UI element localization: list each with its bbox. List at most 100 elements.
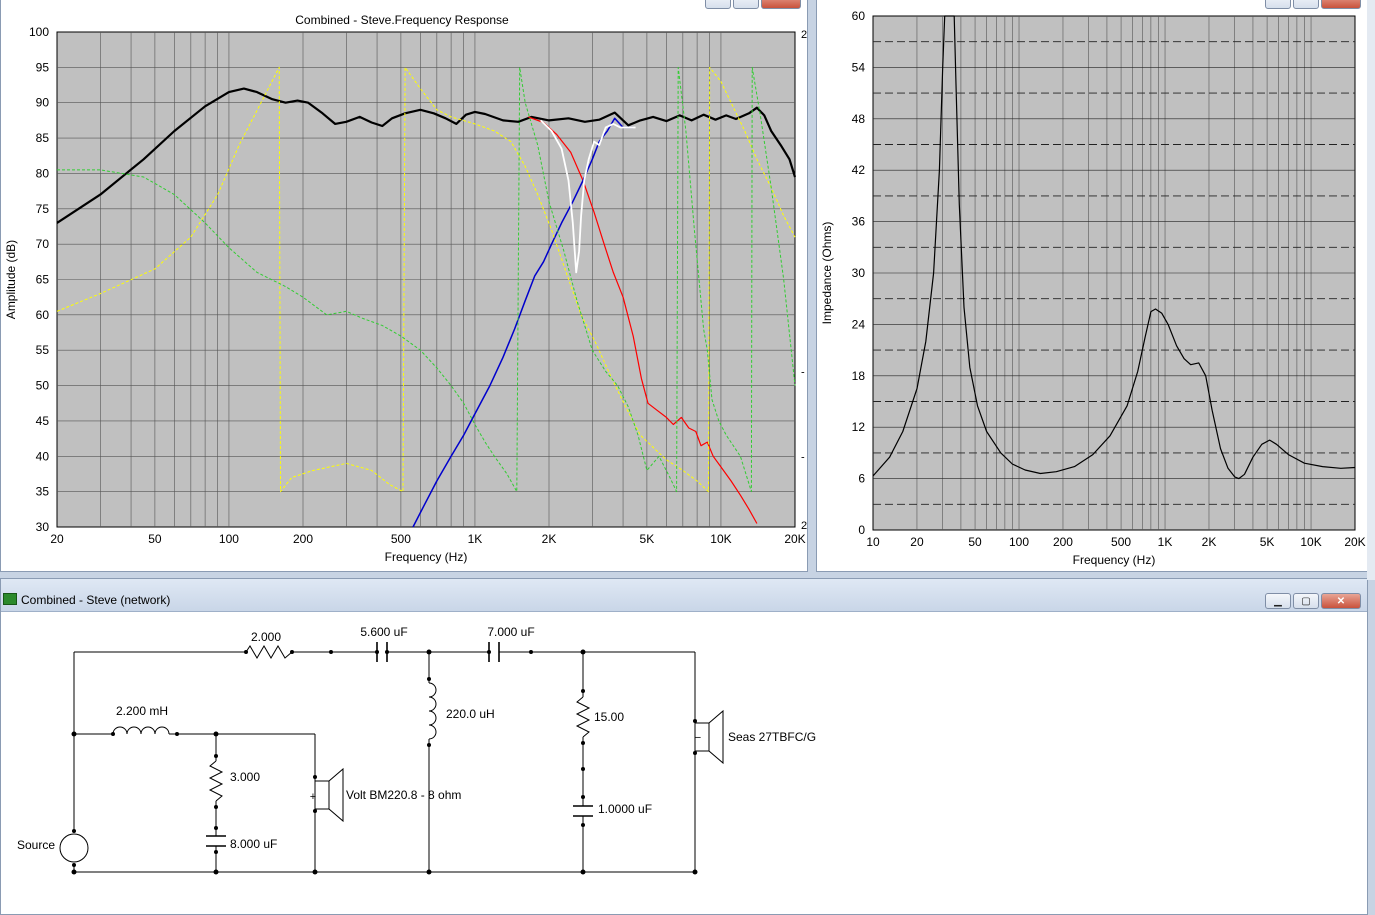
network-maximize-button[interactable]: ▢ — [1293, 593, 1319, 609]
freq-y-tick-label: 55 — [36, 343, 50, 357]
crossover-schematic: 2.000 5.600 uF 7.000 uF 2.200 mH 220.0 u… — [17, 625, 816, 875]
freq-y-tick-label: 100 — [29, 25, 49, 39]
imp-y-tick-label: 42 — [852, 163, 866, 177]
imp-x-tick-label: 200 — [1053, 535, 1073, 549]
imp-y-tick-label: 24 — [852, 317, 866, 331]
imp-y-tick-label: 6 — [858, 472, 865, 486]
freq-y-tick-label: 90 — [36, 96, 50, 110]
imp-x-tick-label: 100 — [1009, 535, 1029, 549]
source-label: Source — [17, 838, 55, 852]
freq-series-line — [57, 66, 796, 493]
imp-window-close-button[interactable] — [1321, 0, 1361, 9]
freq-series-line — [56, 66, 796, 493]
freq-y-tick-label: 35 — [36, 485, 50, 499]
imp-x-tick-label: 5K — [1260, 535, 1275, 549]
imp-series-line — [872, 15, 1356, 480]
imp-tick-labels: 10 20 50 100 200 500 1K 2K 5K 10K 20K 0 6 12 18 24 30 36 4… — [852, 9, 1366, 549]
freq-x-tick-label: 5K — [640, 532, 655, 546]
woofer-speaker-icon — [314, 767, 344, 823]
freq-y-tick-label: 60 — [36, 308, 50, 322]
freq-series-line — [540, 119, 636, 274]
freq-window-maximize-button[interactable] — [733, 0, 759, 9]
freq-right-axis-mark: - — [801, 366, 805, 378]
imp-x-tick-label: 20K — [1344, 535, 1365, 549]
imp-x-axis-label: Frequency (Hz) — [1073, 553, 1156, 567]
frequency-response-chart: Combined - Steve.Frequency Response 20 50… — [4, 13, 807, 564]
impedance-window: 10 20 50 100 200 500 1K 2K 5K 10K 20K 0 6 12 18 24 30 36 4… — [816, 0, 1368, 572]
freq-y-axis-label: Amplitude (dB) — [4, 240, 18, 319]
imp-x-tick-label: 500 — [1111, 535, 1131, 549]
network-close-button[interactable]: ✕ — [1321, 593, 1361, 609]
freq-y-tick-label: 75 — [36, 202, 50, 216]
imp-window-maximize-button[interactable] — [1293, 0, 1319, 9]
freq-series-line — [56, 87, 797, 224]
imp-grid — [873, 16, 1355, 530]
tweeter-speaker-icon — [694, 709, 724, 765]
freq-y-tick-label: 40 — [36, 449, 50, 463]
network-window: Combined - Steve (network) ▁ ▢ ✕ — [0, 578, 1368, 915]
woofer-plus-sign: + — [310, 791, 316, 803]
freq-y-tick-label: 80 — [36, 166, 50, 180]
freq-x-tick-label: 1K — [468, 532, 483, 546]
freq-y-tick-label: 45 — [36, 414, 50, 428]
imp-y-tick-label: 0 — [858, 523, 865, 537]
freq-x-tick-label: 20 — [50, 532, 64, 546]
freq-x-tick-label: 500 — [391, 532, 411, 546]
imp-x-tick-label: 10K — [1300, 535, 1321, 549]
network-titlebar[interactable]: Combined - Steve (network) ▁ ▢ ✕ — [1, 579, 1367, 612]
freq-window-minimize-button[interactable] — [705, 0, 731, 9]
imp-y-tick-label: 30 — [852, 266, 866, 280]
freq-right-axis-mark: 2 — [801, 520, 807, 532]
imp-y-tick-label: 12 — [852, 420, 866, 434]
freq-series-line — [528, 116, 758, 524]
tweeter-minus-sign: − — [695, 732, 701, 744]
c4-label: 1.0000 uF — [598, 802, 652, 816]
freq-y-tick-label: 85 — [36, 131, 50, 145]
freq-y-tick-label: 65 — [36, 273, 50, 287]
imp-y-tick-label: 60 — [852, 9, 866, 23]
freq-x-axis-label: Frequency (Hz) — [385, 550, 468, 564]
chart-title: Combined - Steve.Frequency Response — [295, 13, 509, 27]
freq-window-close-button[interactable] — [761, 0, 801, 9]
imp-y-tick-label: 18 — [852, 369, 866, 383]
imp-window-minimize-button[interactable] — [1265, 0, 1291, 9]
imp-x-tick-label: 10 — [866, 535, 880, 549]
c2-label: 7.000 uF — [487, 625, 534, 639]
right-scroll-strip[interactable] — [1367, 0, 1375, 580]
imp-y-tick-label: 36 — [852, 215, 866, 229]
freq-grid — [57, 32, 795, 527]
source-symbol — [59, 833, 89, 863]
imp-x-tick-label: 20 — [910, 535, 924, 549]
freq-x-tick-label: 10K — [710, 532, 731, 546]
imp-x-tick-label: 1K — [1158, 535, 1173, 549]
freq-x-tick-label: 2K — [542, 532, 557, 546]
freq-x-tick-label: 20K — [784, 532, 805, 546]
frequency-response-window: Combined - Steve.Frequency Response 20 50… — [0, 0, 808, 572]
network-minimize-button[interactable]: ▁ — [1265, 593, 1291, 609]
freq-right-axis-mark: - — [801, 451, 805, 463]
freq-window-controls — [705, 0, 801, 9]
freq-x-tick-label: 200 — [293, 532, 313, 546]
imp-y-tick-label: 48 — [852, 112, 866, 126]
freq-y-tick-label: 50 — [36, 379, 50, 393]
imp-window-controls — [1265, 0, 1361, 9]
freq-tick-labels: 20 50 100 200 500 1K 2K 5K 10K 20K 30 35 40 45 50 55 60 6… — [29, 25, 806, 546]
freq-x-tick-label: 50 — [148, 532, 162, 546]
c3-label: 8.000 uF — [230, 837, 277, 851]
imp-x-tick-label: 50 — [968, 535, 982, 549]
freq-y-tick-label: 30 — [36, 520, 50, 534]
imp-y-axis-label: Impedance (Ohms) — [820, 222, 834, 325]
l2-label: 220.0 uH — [446, 707, 495, 721]
network-window-icon[interactable] — [3, 593, 17, 605]
network-window-controls: ▁ ▢ ✕ — [1265, 593, 1361, 609]
l1-label: 2.200 mH — [116, 704, 168, 718]
freq-right-axis-mark: 2 — [801, 29, 807, 41]
freq-y-tick-label: 70 — [36, 237, 50, 251]
imp-y-tick-label: 54 — [852, 60, 866, 74]
r3-label: 15.00 — [594, 710, 624, 724]
imp-x-tick-label: 2K — [1202, 535, 1217, 549]
r2-label: 3.000 — [230, 770, 260, 784]
network-window-title: Combined - Steve (network) — [21, 593, 171, 607]
impedance-chart: 10 20 50 100 200 500 1K 2K 5K 10K 20K 0 6 12 18 24 30 36 4… — [820, 9, 1366, 567]
junction-dots — [71, 649, 698, 875]
